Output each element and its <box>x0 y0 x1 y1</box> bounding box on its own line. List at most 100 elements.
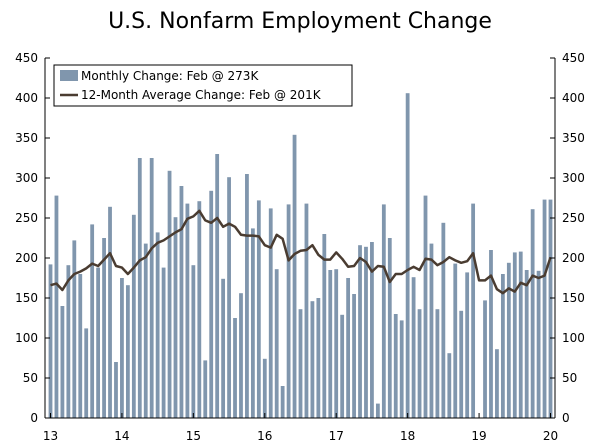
y-tick-label: 250 <box>562 211 585 225</box>
bar <box>518 251 523 418</box>
bar <box>143 243 148 418</box>
bar <box>334 269 339 418</box>
bar <box>459 310 464 418</box>
x-tick-label: 16 <box>257 429 272 443</box>
x-tick-label: 14 <box>114 429 129 443</box>
bar <box>280 386 285 418</box>
bar <box>310 301 315 418</box>
y-tick-label: 0 <box>562 411 570 425</box>
bar <box>423 195 428 418</box>
y-tick-label: 450 <box>562 51 585 65</box>
bar <box>411 277 416 418</box>
bar <box>435 309 440 418</box>
y-tick-label: 250 <box>15 211 38 225</box>
bar <box>346 278 351 418</box>
y-tick-label: 400 <box>562 91 585 105</box>
bar <box>114 362 118 418</box>
bar <box>530 209 535 418</box>
x-tick-label: 18 <box>400 429 415 443</box>
bar <box>66 265 71 418</box>
bar <box>155 232 160 418</box>
y-tick-label: 200 <box>15 251 38 265</box>
bar <box>370 242 374 418</box>
bar <box>233 318 237 418</box>
bar <box>250 228 255 418</box>
bar <box>524 270 529 418</box>
bar <box>84 328 89 418</box>
x-tick-label: 20 <box>543 429 558 443</box>
legend-box <box>53 64 353 107</box>
average-line <box>50 209 552 295</box>
bar <box>90 224 95 418</box>
bar <box>54 195 59 418</box>
bar <box>304 203 309 418</box>
bar <box>256 200 261 418</box>
y-tick-label: 150 <box>562 291 585 305</box>
y-tick-label: 300 <box>15 171 38 185</box>
bar <box>352 294 356 418</box>
bar <box>209 190 214 418</box>
bar <box>161 267 166 418</box>
chart-title: U.S. Nonfarm Employment Change <box>108 9 492 34</box>
bar <box>447 353 452 418</box>
bar <box>506 262 511 418</box>
bar-series <box>48 93 553 419</box>
bar <box>489 250 493 418</box>
bar <box>387 238 392 418</box>
y-tick-label: 200 <box>562 251 585 265</box>
bar <box>316 298 321 418</box>
legend-bar-label: Monthly Change: Feb @ 273K <box>81 69 259 83</box>
bar <box>191 265 196 418</box>
bar <box>471 203 476 418</box>
bar <box>262 358 267 418</box>
bar <box>60 306 65 418</box>
bar <box>131 214 136 418</box>
bar <box>245 174 249 418</box>
bar <box>405 93 410 418</box>
bar <box>173 217 178 418</box>
y-axis-right: 0 50 100 150 200 250 300 350 400 450 <box>550 51 585 425</box>
bar <box>465 272 470 418</box>
bar <box>500 274 505 418</box>
bar <box>381 204 386 418</box>
bar <box>375 403 380 418</box>
bar <box>185 203 190 418</box>
legend: Monthly Change: Feb @ 273K 12-Month Aver… <box>53 64 353 107</box>
bar <box>364 246 368 418</box>
bar <box>102 238 106 418</box>
bar <box>203 360 208 418</box>
bar <box>399 320 404 418</box>
y-tick-label: 0 <box>30 411 38 425</box>
bar <box>239 293 243 418</box>
y-tick-label: 50 <box>23 371 38 385</box>
bar <box>221 278 226 418</box>
bar <box>429 243 434 418</box>
bar <box>340 314 345 418</box>
x-tick-label: 13 <box>43 429 58 443</box>
legend-line-label: 12-Month Average Change: Feb @ 201K <box>81 88 322 102</box>
y-tick-label: 100 <box>562 331 585 345</box>
bar <box>298 309 303 418</box>
bar <box>453 263 458 418</box>
bar <box>215 154 220 418</box>
y-tick-label: 450 <box>15 51 38 65</box>
bar <box>48 264 53 418</box>
y-tick-label: 350 <box>15 131 38 145</box>
bar <box>512 252 517 418</box>
y-tick-label: 150 <box>15 291 38 305</box>
bar <box>72 240 77 418</box>
x-tick-label: 15 <box>186 429 201 443</box>
bar <box>328 270 333 418</box>
bar <box>268 208 273 418</box>
axes <box>44 58 556 419</box>
bar <box>548 199 553 418</box>
bar <box>120 278 124 418</box>
bar <box>197 201 202 418</box>
bar <box>108 206 112 418</box>
bar <box>149 158 154 418</box>
bar <box>441 222 446 418</box>
bar <box>292 134 297 419</box>
bar <box>137 158 142 418</box>
bar <box>96 267 101 418</box>
